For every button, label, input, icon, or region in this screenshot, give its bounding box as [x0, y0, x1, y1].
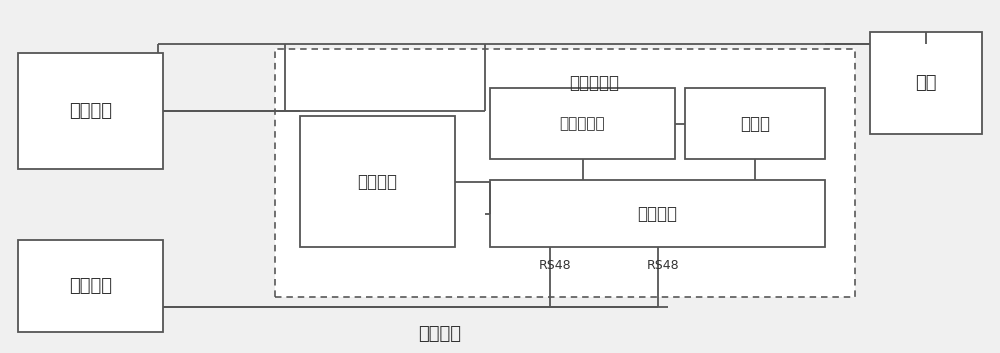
Bar — [18, 53, 163, 169]
Text: 主控制器: 主控制器 — [69, 277, 112, 295]
Bar — [18, 240, 163, 332]
Text: 灯具: 灯具 — [915, 74, 937, 92]
Text: 继电器: 继电器 — [740, 115, 770, 132]
Bar — [275, 49, 855, 297]
Bar — [870, 32, 982, 134]
Text: 电流检测器: 电流检测器 — [560, 116, 605, 131]
Bar — [300, 116, 455, 247]
Text: RS48: RS48 — [539, 259, 572, 273]
Text: RS48: RS48 — [647, 259, 680, 273]
Bar — [685, 88, 825, 159]
Bar — [490, 180, 825, 247]
Text: 灯具控制器: 灯具控制器 — [569, 74, 619, 92]
Text: 控制芯片: 控制芯片 — [638, 205, 678, 222]
Text: 交流电源: 交流电源 — [69, 102, 112, 120]
Bar — [490, 88, 675, 159]
Text: 电源模块: 电源模块 — [358, 173, 398, 191]
Text: 通信总线: 通信总线 — [418, 325, 462, 343]
